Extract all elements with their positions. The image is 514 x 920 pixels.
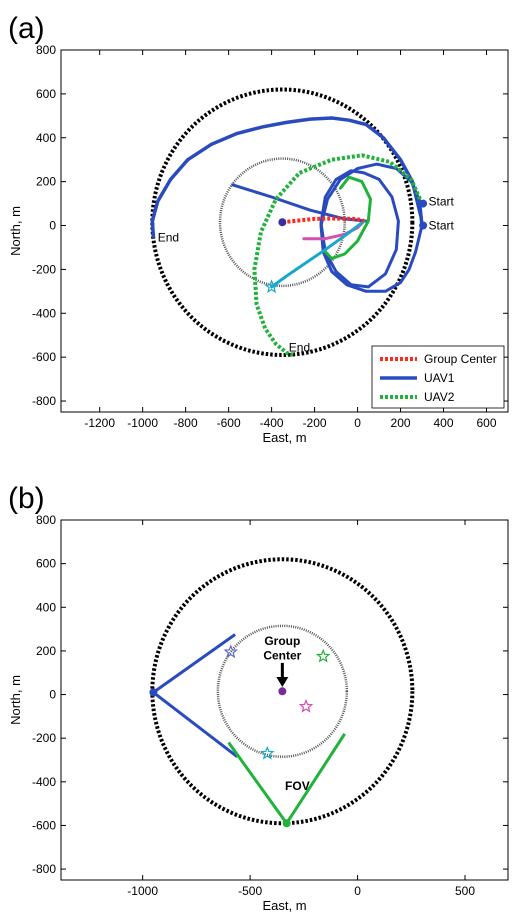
- annotation-label: Center: [263, 648, 301, 662]
- panel-label: (b): [8, 482, 45, 515]
- group-center-dot: [278, 687, 287, 696]
- x-tick-label: -1000: [127, 416, 158, 430]
- x-tick-label: -600: [217, 416, 241, 430]
- y-tick-label: 800: [36, 513, 56, 527]
- y-tick-label: -600: [32, 818, 56, 832]
- y-tick-label: 0: [49, 688, 56, 702]
- uav2-fov-left: [227, 741, 288, 825]
- uav1-loop: [319, 169, 400, 289]
- x-tick-label: -200: [303, 416, 327, 430]
- arrow-head: [276, 677, 289, 687]
- blue-star: [223, 644, 239, 659]
- group-center-dot: [278, 218, 287, 227]
- green-solid-loop: [323, 175, 372, 260]
- x-tick-label: 0: [354, 884, 361, 898]
- plot-area: [150, 87, 428, 357]
- legend-entry: UAV1: [424, 371, 455, 385]
- y-tick-label: -200: [32, 262, 56, 276]
- y-tick-label: -400: [32, 775, 56, 789]
- cyan-star: [260, 745, 275, 760]
- uav2-series: [252, 153, 424, 357]
- plot-frame: [60, 49, 509, 413]
- group-center-series: [282, 216, 365, 225]
- green-star: [315, 648, 331, 663]
- annotation-label: Start: [428, 219, 454, 233]
- uav1-fov-lower: [152, 691, 239, 758]
- y-tick-label: 400: [36, 600, 56, 614]
- y-tick-label: 600: [36, 87, 56, 101]
- legend-entry: UAV2: [424, 390, 455, 404]
- y-axis-label: North, m: [8, 675, 23, 725]
- cyan-path: [270, 219, 366, 289]
- uav1-path-2: [231, 183, 368, 223]
- y-tick-label: 200: [36, 175, 56, 189]
- plot-frame: [60, 519, 509, 881]
- uav1-series: [150, 116, 424, 239]
- x-tick-label: -1000: [127, 884, 158, 898]
- y-tick-label: 0: [49, 219, 56, 233]
- annotation-label: Start: [428, 194, 454, 208]
- y-tick-label: -600: [32, 350, 56, 364]
- y-tick-label: 600: [36, 557, 56, 571]
- x-tick-label: 200: [391, 416, 411, 430]
- legend-entry: Group Center: [424, 352, 497, 366]
- y-tick-label: 400: [36, 131, 56, 145]
- y-tick-label: 200: [36, 644, 56, 658]
- x-tick-label: 600: [476, 416, 496, 430]
- annotation-label: End: [158, 231, 179, 245]
- annotation-label: Group: [264, 634, 300, 648]
- x-tick-label: -500: [238, 884, 262, 898]
- outer-circle: [150, 87, 415, 357]
- plot-area: [149, 557, 415, 828]
- inner-circle: [218, 157, 346, 288]
- pink-star: [298, 698, 314, 713]
- uav2-fov-right: [285, 732, 346, 825]
- uav1-position: [149, 688, 158, 697]
- inner-circle: [216, 624, 349, 758]
- panel-label: (a): [8, 12, 45, 45]
- uav1-fov-upper: [152, 633, 236, 694]
- y-tick-label: 800: [36, 43, 56, 57]
- uav2-position: [282, 819, 291, 828]
- start-marker-1: [419, 199, 428, 208]
- x-tick-label: 0: [354, 416, 361, 430]
- y-tick-label: -800: [32, 394, 56, 408]
- x-tick-label: -400: [260, 416, 284, 430]
- annotation-label: End: [289, 340, 310, 354]
- start-marker-2: [419, 221, 428, 230]
- y-axis-label: North, m: [8, 206, 23, 256]
- x-tick-label: 500: [455, 884, 475, 898]
- y-tick-label: -400: [32, 306, 56, 320]
- cyan-star: [264, 279, 279, 294]
- annotation-label: FOV: [285, 779, 310, 793]
- x-tick-label: -800: [174, 416, 198, 430]
- x-axis-label: East, m: [262, 430, 306, 445]
- x-axis-label: East, m: [262, 898, 306, 913]
- y-tick-label: -800: [32, 862, 56, 876]
- x-tick-label: 400: [434, 416, 454, 430]
- y-tick-label: -200: [32, 731, 56, 745]
- x-tick-label: -1200: [84, 416, 115, 430]
